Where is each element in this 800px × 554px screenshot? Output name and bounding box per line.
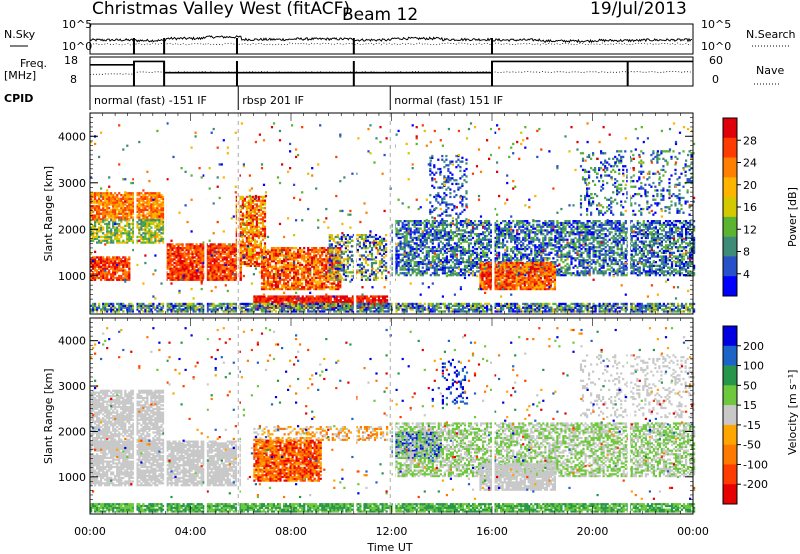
xtick-label-2: 08:00: [275, 525, 307, 538]
nsky-label: N.Sky: [4, 28, 36, 41]
power-colorbar-label: Power [dB]: [786, 187, 799, 247]
velocity-colorbar-cell-3: [723, 385, 737, 406]
velocity-ytick-label-1: 2000: [58, 425, 86, 438]
power-ytick-label-0: 1000: [58, 270, 86, 283]
xaxis-label: Time UT: [366, 541, 412, 554]
power-colorbar: [723, 118, 737, 297]
velocity-colorbar-cell-2: [723, 365, 737, 386]
xtick-label-0: 00:00: [74, 525, 106, 538]
freq-label-line1: Freq.: [20, 57, 47, 70]
xtick-label-1: 04:00: [175, 525, 207, 538]
velocity-colorbar-ticklabel-6: -100: [743, 458, 768, 471]
velocity-colorbar-ticklabel-7: -200: [743, 478, 768, 491]
velocity-heatmap: [90, 318, 696, 514]
power-ytick-label-3: 4000: [58, 130, 86, 143]
noise-ytick-left-top: 10^5: [62, 18, 92, 31]
velocity-colorbar-cell-6: [723, 444, 737, 465]
freq-label-line2: [MHz]: [4, 69, 36, 82]
station-title: Christmas Valley West (fitACF): [92, 0, 350, 19]
freq-panel-frame: [89, 56, 694, 87]
power-colorbar-cell-7: [723, 256, 737, 277]
velocity-colorbar-cell-1: [723, 345, 737, 366]
power-colorbar-cell-0: [723, 118, 737, 139]
nsky-series: [89, 35, 693, 44]
velocity-ytick-label-0: 1000: [58, 471, 86, 484]
power-colorbar-ticklabel-4: 12: [743, 223, 757, 236]
cpid-label: CPID: [4, 92, 33, 105]
freq-ytick-right-top: 60: [709, 54, 723, 67]
date-label: 19/Jul/2013: [590, 0, 687, 19]
velocity-colorbar-cell-8: [723, 484, 737, 505]
nsearch-label: N.Search: [746, 28, 796, 41]
cpid-segment-0: normal (fast) -151 IF: [94, 94, 207, 107]
noise-ytick-left-bottom: 10^0: [62, 40, 92, 53]
power-colorbar-ticklabel-2: 20: [743, 179, 757, 192]
freq-ytick-left-top: 18: [64, 54, 78, 67]
power-ytick-label-1: 2000: [58, 223, 86, 236]
noise-panel-frame: [89, 23, 694, 55]
power-ytick-label-2: 3000: [58, 177, 86, 190]
xtick-label-6: 00:00: [677, 525, 709, 538]
velocity-colorbar-label: Velocity [m s⁻¹]: [786, 370, 799, 455]
velocity-colorbar-ticklabel-0: 200: [743, 340, 764, 353]
freq-ytick-right-bottom: 0: [712, 73, 719, 86]
power-ylabel: Slant Range [km]: [42, 166, 55, 262]
cpid-segment-2: normal (fast) 151 IF: [394, 94, 503, 107]
power-heatmap: [90, 113, 696, 314]
velocity-colorbar-cell-4: [723, 405, 737, 426]
velocity-colorbar-cell-0: [723, 326, 737, 347]
power-colorbar-ticklabel-3: 16: [743, 201, 757, 214]
velocity-ytick-label-3: 4000: [58, 335, 86, 348]
velocity-ylabel: Slant Range [km]: [42, 368, 55, 464]
power-colorbar-cell-1: [723, 137, 737, 158]
nave-series: [90, 71, 691, 75]
xtick-label-3: 12:00: [376, 525, 408, 538]
velocity-colorbar-ticklabel-3: 15: [743, 399, 757, 412]
velocity-colorbar-ticklabel-1: 100: [743, 360, 764, 373]
power-colorbar-cell-8: [723, 276, 737, 297]
power-colorbar-ticklabel-0: 28: [743, 134, 757, 147]
freq-ytick-left-bottom: 8: [70, 73, 77, 86]
beam-label: Beam 12: [342, 5, 418, 25]
power-colorbar-cell-2: [723, 157, 737, 178]
frequency-series: [90, 60, 693, 74]
xtick-label-5: 20:00: [577, 525, 609, 538]
velocity-colorbar-ticklabel-2: 50: [743, 379, 757, 392]
power-colorbar-cell-5: [723, 216, 737, 237]
power-colorbar-cell-6: [723, 236, 737, 257]
power-colorbar-cell-4: [723, 197, 737, 218]
velocity-colorbar: [723, 326, 737, 505]
power-colorbar-ticklabel-1: 24: [743, 157, 757, 170]
nave-label: Nave: [756, 64, 784, 77]
power-colorbar-ticklabel-6: 4: [743, 268, 750, 281]
nsearch-series: [89, 42, 692, 46]
velocity-colorbar-frame: [722, 325, 738, 505]
velocity-panel-frame: [89, 317, 694, 515]
noise-ytick-right-bottom: 10^0: [701, 40, 731, 53]
power-colorbar-cell-3: [723, 177, 737, 198]
velocity-colorbar-cell-5: [723, 424, 737, 445]
power-colorbar-ticklabel-5: 8: [743, 246, 750, 259]
velocity-colorbar-cell-7: [723, 464, 737, 485]
velocity-ytick-label-2: 3000: [58, 380, 86, 393]
xtick-label-4: 16:00: [476, 525, 508, 538]
velocity-colorbar-ticklabel-5: -50: [743, 439, 761, 452]
velocity-colorbar-ticklabel-4: -15: [743, 419, 761, 432]
noise-ytick-right-top: 10^5: [701, 18, 731, 31]
cpid-segment-1: rbsp 201 IF: [242, 94, 304, 107]
